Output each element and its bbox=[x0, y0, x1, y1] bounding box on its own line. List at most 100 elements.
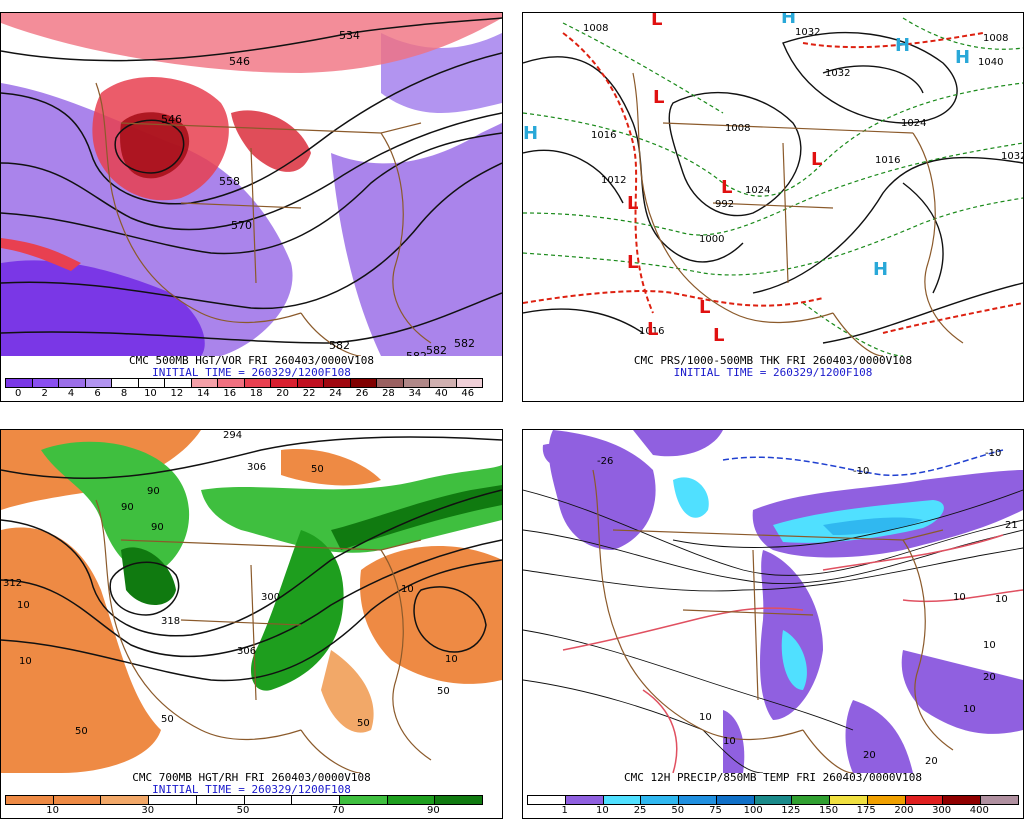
colorbar-tick-label: 34 bbox=[408, 388, 422, 399]
map-700mb: 294 306 300 306 312 318 10 10 10 10 50 5… bbox=[1, 430, 502, 773]
map-precip: -26 -10 -10 21 10 10 10 10 10 10 20 20 2… bbox=[523, 430, 1023, 773]
rh-label: 10 bbox=[445, 654, 458, 665]
contour-label: 582 bbox=[426, 344, 447, 356]
map-pressure: 1008 1032 1032 1040 1024 1016 1016 1008 … bbox=[523, 13, 1023, 356]
colorbar-swatch bbox=[350, 379, 377, 387]
temp-label: 21 bbox=[1005, 520, 1018, 531]
colorbar-swatch bbox=[324, 379, 351, 387]
colorbar-swatch bbox=[297, 379, 324, 387]
colorbar-tick-label: 46 bbox=[461, 388, 475, 399]
isobar-label: 1008 bbox=[583, 23, 608, 34]
temp-label: -10 bbox=[853, 466, 869, 477]
low-pressure-marker: L bbox=[713, 325, 724, 346]
colorbar-swatch bbox=[528, 796, 566, 804]
colorbar-swatch bbox=[271, 379, 298, 387]
isobar-label: 1016 bbox=[875, 155, 900, 166]
panel-caption: CMC 500MB HGT/VOR FRI 260403/0000V108 IN… bbox=[1, 355, 502, 379]
colorbar-tick-labels: 10 30 50 70 90 bbox=[5, 805, 481, 817]
colorbar-swatch bbox=[716, 796, 755, 804]
rh-label: 50 bbox=[311, 464, 324, 475]
colorbar-swatch bbox=[403, 379, 430, 387]
colorbar-swatch bbox=[377, 379, 404, 387]
colorbar-tick-label: 30 bbox=[141, 805, 155, 816]
rh-label: 90 bbox=[121, 502, 134, 513]
rh-label: 50 bbox=[161, 714, 174, 725]
isobar-label: 1024 bbox=[901, 118, 926, 129]
temp-label: 10 bbox=[983, 640, 996, 651]
colorbar-swatch bbox=[754, 796, 793, 804]
contour-label: 546 bbox=[229, 55, 250, 68]
colorbar-swatch bbox=[456, 379, 482, 387]
colorbar-rh bbox=[5, 795, 483, 805]
colorbar-swatch bbox=[244, 796, 293, 804]
contour-label: 582 bbox=[329, 339, 350, 352]
colorbar-tick-label: 200 bbox=[894, 805, 914, 816]
colorbar-tick-labels: 0 2 4 6 8 10 12 14 16 18 20 22 24 26 28 34 40 46 bbox=[5, 388, 481, 400]
temp-label: -26 bbox=[597, 456, 613, 467]
colorbar-swatch bbox=[6, 379, 33, 387]
panel-700mb-hgt-rh: 294 306 300 306 312 318 10 10 10 10 50 5… bbox=[0, 429, 503, 819]
map-500mb: 534 546 546 558 570 582 582 582 582 bbox=[1, 13, 502, 356]
panel-500mb-hgt-vor: 534 546 546 558 570 582 582 582 582 CMC … bbox=[0, 12, 503, 402]
colorbar-tick-label: 70 bbox=[331, 805, 345, 816]
caption-line-2: INITIAL TIME = 260329/1200F108 bbox=[152, 366, 351, 379]
colorbar-swatch bbox=[387, 796, 436, 804]
caption-line-2: INITIAL TIME = 260329/1200F108 bbox=[673, 366, 873, 379]
colorbar-tick-label: 10 bbox=[46, 805, 59, 816]
isobar-label: 992 bbox=[715, 199, 734, 210]
isobar-label: 1032 bbox=[795, 27, 820, 38]
colorbar-swatch bbox=[85, 379, 112, 387]
colorbar-tick-label: 4 bbox=[67, 388, 75, 399]
caption-line-1: CMC 700MB HGT/RH FRI 260403/0000V108 bbox=[132, 771, 371, 784]
low-pressure-marker: L bbox=[647, 319, 658, 340]
isobar-label: 1040 bbox=[978, 57, 1003, 68]
colorbar-swatch bbox=[679, 796, 717, 804]
isobar-label: 1000 bbox=[699, 234, 724, 245]
low-pressure-marker: L bbox=[721, 177, 732, 198]
isobar-label: 1032 bbox=[1001, 151, 1023, 162]
isobar-label: 1032 bbox=[825, 68, 850, 79]
colorbar-vorticity bbox=[5, 378, 483, 388]
colorbar-swatch bbox=[905, 796, 944, 804]
colorbar-swatch bbox=[981, 796, 1018, 804]
temp-label: 10 bbox=[963, 704, 976, 715]
colorbar-tick-label: 25 bbox=[633, 805, 647, 816]
high-pressure-marker: H bbox=[955, 47, 970, 68]
contour-label: 546 bbox=[161, 113, 182, 126]
high-pressure-marker: H bbox=[781, 13, 796, 28]
contour-label: 570 bbox=[231, 219, 252, 232]
contour-label: 312 bbox=[3, 578, 22, 589]
isobar-label: 1012 bbox=[601, 175, 626, 186]
colorbar-swatch bbox=[138, 379, 165, 387]
colorbar-swatch bbox=[943, 796, 982, 804]
colorbar-tick-label: 125 bbox=[781, 805, 801, 816]
low-pressure-marker: L bbox=[651, 13, 662, 30]
colorbar-tick-label: 20 bbox=[276, 388, 290, 399]
rh-label: 50 bbox=[357, 718, 370, 729]
rh-label: 90 bbox=[151, 522, 164, 533]
colorbar-swatch bbox=[292, 796, 340, 804]
caption-line-1: CMC PRS/1000-500MB THK FRI 260403/0000V1… bbox=[633, 354, 913, 367]
panel-caption: CMC 12H PRECIP/850MB TEMP FRI 260403/000… bbox=[523, 772, 1023, 784]
colorbar-swatch bbox=[430, 379, 457, 387]
rh-label: 50 bbox=[75, 726, 88, 737]
colorbar-tick-label: 100 bbox=[743, 805, 763, 816]
colorbar-swatch bbox=[218, 379, 245, 387]
colorbar-swatch bbox=[603, 796, 642, 804]
colorbar-tick-label: 40 bbox=[434, 388, 448, 399]
temp-label: 10 bbox=[995, 594, 1008, 605]
colorbar-tick-label: 0 bbox=[15, 388, 22, 399]
colorbar-swatch bbox=[53, 796, 102, 804]
caption-line-1: CMC 12H PRECIP/850MB TEMP FRI 260403/000… bbox=[623, 771, 922, 784]
colorbar-precip bbox=[527, 795, 1019, 805]
colorbar-tick-label: 8 bbox=[120, 388, 128, 399]
panel-precip-850mb-temp: -26 -10 -10 21 10 10 10 10 10 10 20 20 2… bbox=[522, 429, 1024, 819]
colorbar-tick-labels: 1 10 25 50 75 100 125 150 175 200 300 400 bbox=[527, 805, 1017, 817]
colorbar-tick-label: 175 bbox=[856, 805, 876, 816]
caption-line-1: CMC 500MB HGT/VOR FRI 260403/0000V108 bbox=[128, 354, 375, 367]
colorbar-tick-label: 50 bbox=[671, 805, 685, 816]
colorbar-tick-label: 300 bbox=[932, 805, 952, 816]
isobar-label: 1016 bbox=[639, 326, 664, 337]
low-pressure-marker: L bbox=[627, 193, 638, 214]
temp-label: 20 bbox=[983, 672, 996, 683]
